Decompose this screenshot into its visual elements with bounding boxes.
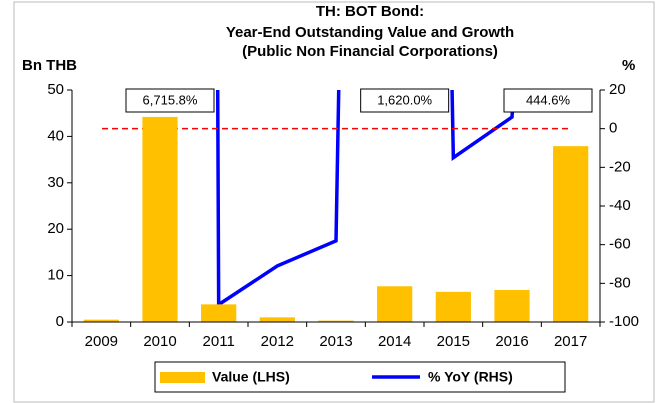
bar xyxy=(201,304,237,322)
chart-title: Year-End Outstanding Value and Growth xyxy=(226,24,514,41)
bar xyxy=(377,286,413,322)
y-axis-label: Bn THB xyxy=(22,57,77,74)
y2-axis-label: % xyxy=(622,57,635,74)
value-label-box xyxy=(125,88,215,113)
x-tick-label: 2016 xyxy=(495,333,528,350)
bar xyxy=(83,319,119,322)
y2-tick-label: -80 xyxy=(609,274,631,291)
y-tick-label: 0 xyxy=(56,313,64,330)
value-label: 444.6% xyxy=(526,92,571,107)
value-label: 6,715.8% xyxy=(143,92,198,107)
y2-tick-label: -60 xyxy=(609,236,631,253)
y-tick-label: 30 xyxy=(47,174,64,191)
chart-title: (Public Non Financial Corporations) xyxy=(242,43,498,60)
y-tick-label: 10 xyxy=(47,267,64,284)
y-tick-label: 50 xyxy=(47,81,64,98)
x-tick-label: 2013 xyxy=(319,333,352,350)
x-tick-label: 2012 xyxy=(261,333,294,350)
y2-tick-label: 0 xyxy=(609,120,617,137)
value-label: 1,620.0% xyxy=(377,92,432,107)
line xyxy=(215,90,516,308)
y-tick-label: 20 xyxy=(47,220,64,237)
bar xyxy=(553,146,589,322)
y2-tick-label: 20 xyxy=(609,81,626,98)
y2-tick-label: -100 xyxy=(609,313,639,330)
legend-swatch xyxy=(160,372,205,383)
chart-title: TH: BOT Bond: xyxy=(316,3,424,20)
value-label-box xyxy=(503,88,593,113)
y2-tick-label: -40 xyxy=(609,197,631,214)
x-tick-label: 2017 xyxy=(554,333,587,350)
value-label-box xyxy=(360,88,450,113)
bar xyxy=(494,289,530,322)
x-tick-label: 2014 xyxy=(378,333,411,350)
legend-label: % YoY (RHS) xyxy=(428,369,513,385)
bar xyxy=(259,317,295,322)
legend xyxy=(154,361,566,393)
x-tick-label: 2015 xyxy=(437,333,470,350)
bar xyxy=(318,320,354,322)
chart-frame xyxy=(13,1,655,403)
y-tick-label: 40 xyxy=(47,127,64,144)
bar xyxy=(142,116,178,322)
legend-label: Value (LHS) xyxy=(212,369,290,385)
x-tick-label: 2011 xyxy=(203,333,235,350)
y2-tick-label: -20 xyxy=(609,158,631,175)
x-tick-label: 2009 xyxy=(85,333,118,350)
x-tick-label: 2010 xyxy=(143,333,176,350)
bar xyxy=(435,291,471,322)
